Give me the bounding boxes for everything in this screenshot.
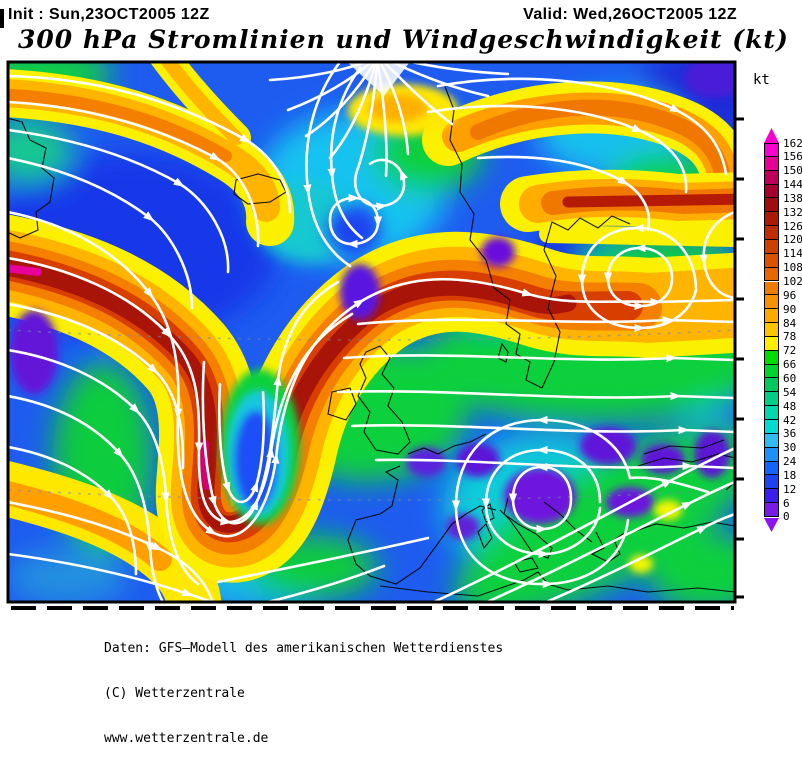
colorbar-segment xyxy=(764,475,779,490)
attribution-line-copyright: (C) Wetterzentrale xyxy=(104,686,245,701)
colorbar-tick-label: 48 xyxy=(783,399,797,413)
colorbar-segment xyxy=(764,503,779,517)
colorbar-tick-label: 144 xyxy=(783,178,802,192)
attribution: Daten: GFS—Modell des amerikanischen Wet… xyxy=(104,611,503,761)
colorbar-tick-label: 156 xyxy=(783,150,802,164)
colorbar-tick-label: 150 xyxy=(783,164,802,178)
colorbar-segment xyxy=(764,184,779,199)
colorbar-segment xyxy=(764,489,779,504)
colorbar-segment xyxy=(764,447,779,462)
colorbar-unit-label: kt xyxy=(753,72,770,88)
colorbar-segment xyxy=(764,198,779,213)
colorbar-tick-label: 72 xyxy=(783,344,797,358)
colorbar-segment xyxy=(764,350,779,365)
page-title: 300 hPa Stromlinien und Windgeschwindigk… xyxy=(18,25,789,54)
colorbar-tick-label: 96 xyxy=(783,288,797,302)
colorbar-segment xyxy=(764,433,779,448)
colorbar-segment xyxy=(764,212,779,227)
weather-chart-page: { "header": { "init": "Init : Sun,23OCT2… xyxy=(0,6,802,746)
colorbar-tick-label: 120 xyxy=(783,233,802,247)
colorbar-tick-label: 126 xyxy=(783,219,802,233)
colorbar-segment xyxy=(764,364,779,379)
colorbar-segment xyxy=(764,281,779,296)
colorbar-tick-label: 138 xyxy=(783,191,802,205)
header-edge-tick xyxy=(0,9,4,28)
colorbar-tick-label: 54 xyxy=(783,385,797,399)
colorbar-tick-label: 6 xyxy=(783,496,790,510)
colorbar-segment xyxy=(764,267,779,282)
weather-map xyxy=(5,59,747,616)
valid-time-label: Valid: Wed,26OCT2005 12Z xyxy=(523,6,737,23)
init-time-label: Init : Sun,23OCT2005 12Z xyxy=(8,6,210,23)
colorbar-arrow-down xyxy=(764,517,779,532)
colorbar-segment xyxy=(764,295,779,310)
colorbar-tick-label: 30 xyxy=(783,441,797,455)
colorbar-arrow-up xyxy=(764,128,779,143)
colorbar-segment xyxy=(764,253,779,268)
colorbar-segment xyxy=(764,226,779,240)
colorbar-segment xyxy=(764,170,779,185)
map-canvas xyxy=(6,60,744,610)
colorbar-tick-label: 12 xyxy=(783,482,797,496)
map-edge-ticks xyxy=(735,117,744,599)
colorbar-segment xyxy=(764,156,779,171)
colorbar-tick-label: 24 xyxy=(783,455,797,469)
colorbar-segment xyxy=(764,323,779,337)
colorbar-tick-label: 36 xyxy=(783,427,797,441)
streamlines xyxy=(8,62,735,602)
streamline-confluence-patch xyxy=(347,62,410,96)
colorbar: kt 162 156 150 144 138 132 126 120 114 108 102 96 90… xyxy=(752,70,802,550)
colorbar-tick-label: 78 xyxy=(783,330,797,344)
colorbar-segment xyxy=(764,461,779,476)
colorbar-tick-label: 90 xyxy=(783,302,797,316)
colorbar-segment xyxy=(764,406,779,420)
colorbar-tick-label: 132 xyxy=(783,205,802,219)
colorbar-tick-label: 162 xyxy=(783,136,802,150)
colorbar-tick-label: 108 xyxy=(783,261,802,275)
trough-interior xyxy=(220,369,300,525)
map-frame xyxy=(6,60,737,604)
colorbar-segment xyxy=(764,309,779,324)
attribution-line-data-source: Daten: GFS—Modell des amerikanischen Wet… xyxy=(104,641,504,656)
colorbar-segment xyxy=(764,143,779,157)
colorbar-tick-label: 18 xyxy=(783,468,797,482)
attribution-line-url: www.wetterzentrale.de xyxy=(104,731,269,746)
colorbar-tick-label: 84 xyxy=(783,316,797,330)
colorbar-tick-label: 42 xyxy=(783,413,797,427)
colorbar-tick-label: 114 xyxy=(783,247,802,261)
colorbar-segment xyxy=(764,420,779,434)
colorbar-segment xyxy=(764,336,779,351)
colorbar-segment xyxy=(764,392,779,407)
colorbar-tick-label: 66 xyxy=(783,358,797,372)
colorbar-tick-label: 102 xyxy=(783,275,802,288)
colorbar-tick-label: 0 xyxy=(783,510,790,524)
colorbar-segment xyxy=(764,239,779,254)
colorbar-segment xyxy=(764,378,779,393)
colorbar-tick-label: 60 xyxy=(783,371,797,385)
